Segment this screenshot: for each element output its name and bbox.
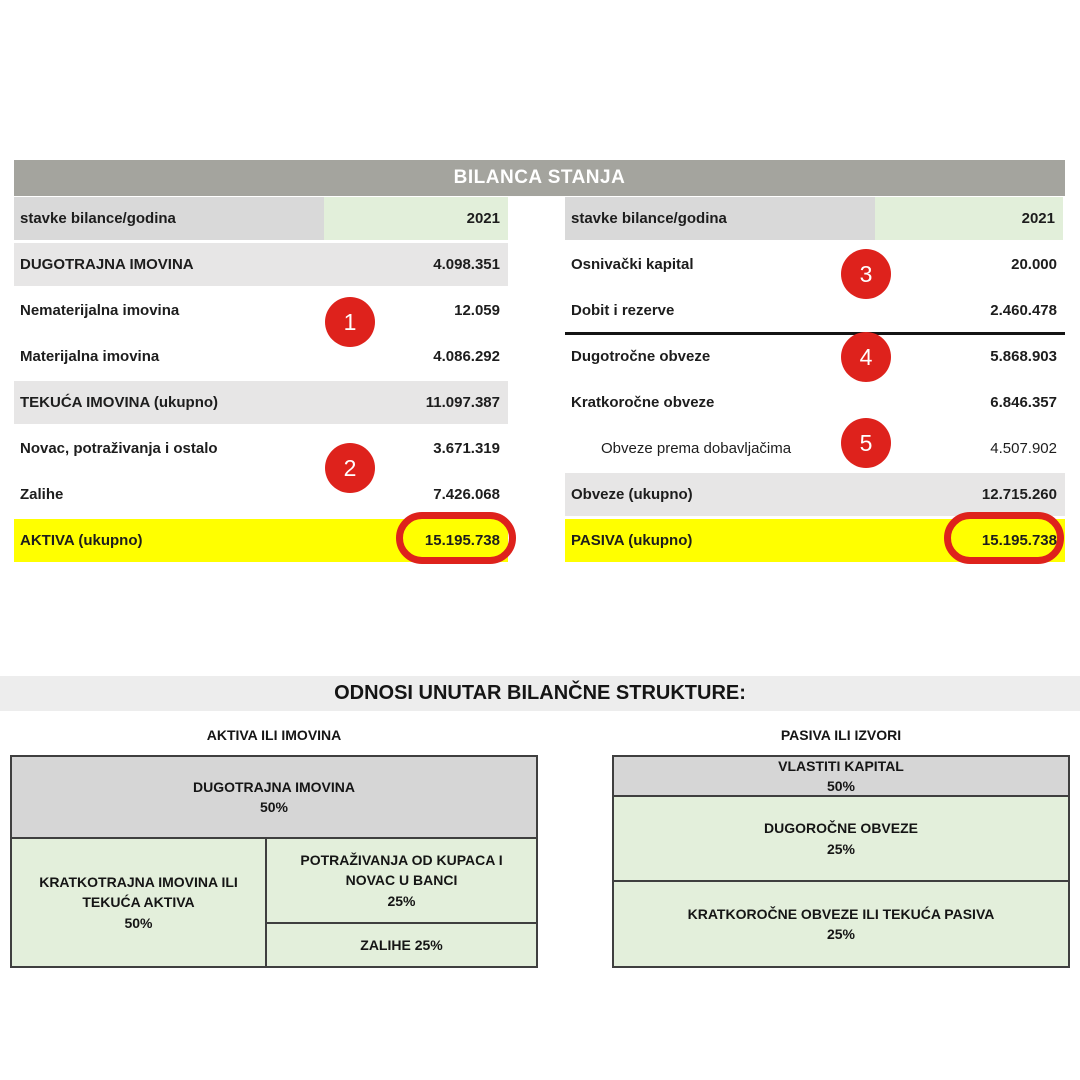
structure-section-title: ODNOSI UNUTAR BILANČNE STRUKTURE: xyxy=(0,676,1080,711)
table-row: TEKUĆA IMOVINA (ukupno) 11.097.387 xyxy=(14,381,508,424)
row-label: TEKUĆA IMOVINA (ukupno) xyxy=(20,394,219,411)
row-label: Osnivački kapital xyxy=(571,256,694,273)
row-value: 7.426.068 xyxy=(433,486,500,503)
liabilities-header-row: stavke bilance/godina 2021 xyxy=(565,197,1065,240)
row-label: Kratkoročne obveze xyxy=(571,394,715,411)
block-percent: 50% xyxy=(826,778,856,794)
row-value: 4.086.292 xyxy=(433,348,500,365)
table-row: Zalihe 7.426.068 xyxy=(14,473,508,516)
row-label: PASIVA (ukupno) xyxy=(571,532,693,549)
block-dugotrajna-imovina: DUGOTRAJNA IMOVINA 50% xyxy=(12,757,536,839)
assets-table: stavke bilance/godina 2021 DUGOTRAJNA IM… xyxy=(14,197,508,565)
annotation-circle-5: 5 xyxy=(841,418,891,468)
row-value: 2.460.478 xyxy=(990,302,1057,319)
table-row: Obveze prema dobavljačima 4.507.902 xyxy=(565,427,1065,470)
block-potrazivanja: POTRAŽIVANJA OD KUPACA I NOVAC U BANCI 2… xyxy=(267,839,536,924)
equity-divider-line xyxy=(565,332,1065,335)
row-label: Obveze (ukupno) xyxy=(571,486,693,503)
row-value: 12.715.260 xyxy=(981,486,1057,503)
row-value: 12.059 xyxy=(454,302,500,319)
block-label: KRATKOROČNE OBVEZE ILI TEKUĆA PASIVA xyxy=(687,905,995,922)
pasiva-total-highlight-ellipse xyxy=(944,512,1064,564)
row-label: Nematerijalna imovina xyxy=(20,302,180,319)
block-percent: 50% xyxy=(124,914,153,931)
row-label: Materijalna imovina xyxy=(20,348,160,365)
row-label: Dugotročne obveze xyxy=(571,348,711,365)
table-row: Kratkoročne obveze 6.846.357 xyxy=(565,381,1065,424)
row-label: AKTIVA (ukupno) xyxy=(20,532,143,549)
assets-structure-heading: AKTIVA ILI IMOVINA xyxy=(206,727,342,743)
row-value: 4.507.902 xyxy=(990,440,1057,457)
block-percent: 25% xyxy=(387,892,416,909)
block-kratkotrajna-imovina: KRATKOTRAJNA IMOVINA ILI TEKUĆA AKTIVA 5… xyxy=(12,839,267,966)
block-label: VLASTITI KAPITAL xyxy=(778,757,904,774)
liabilities-table: stavke bilance/godina 2021 Osnivački kap… xyxy=(565,197,1065,565)
liabilities-structure-diagram: VLASTITI KAPITAL 50% DUGOROČNE OBVEZE 25… xyxy=(612,755,1070,968)
row-label: Novac, potraživanja i ostalo xyxy=(20,440,218,457)
liabilities-header-label: stavke bilance/godina xyxy=(565,197,875,240)
row-value: 3.671.319 xyxy=(433,440,500,457)
block-zalihe: ZALIHE 25% xyxy=(267,924,536,966)
table-row: Dobit i rezerve 2.460.478 xyxy=(565,289,1065,332)
block-label: ZALIHE 25% xyxy=(360,936,443,953)
table-row: Novac, potraživanja i ostalo 3.671.319 xyxy=(14,427,508,470)
block-percent: 25% xyxy=(826,926,856,942)
block-kratkorocne-obveze: KRATKOROČNE OBVEZE ILI TEKUĆA PASIVA 25% xyxy=(614,882,1068,966)
table-row: Dugotročne obveze 5.868.903 xyxy=(565,335,1065,378)
table-row: DUGOTRAJNA IMOVINA 4.098.351 xyxy=(14,243,508,286)
row-value: 15.195.738 xyxy=(424,532,500,549)
table-row: Materijalna imovina 4.086.292 xyxy=(14,335,508,378)
aktiva-total-highlight-ellipse xyxy=(396,512,516,564)
block-label: DUGOROČNE OBVEZE xyxy=(763,820,918,837)
row-value: 6.846.357 xyxy=(990,394,1057,411)
liabilities-structure-heading: PASIVA ILI IZVORI xyxy=(780,727,902,743)
assets-header-row: stavke bilance/godina 2021 xyxy=(14,197,508,240)
block-label: DUGOTRAJNA IMOVINA xyxy=(192,778,356,795)
annotation-circle-3: 3 xyxy=(841,249,891,299)
table-row: Nematerijalna imovina 12.059 xyxy=(14,289,508,332)
block-vlastiti-kapital: VLASTITI KAPITAL 50% xyxy=(614,757,1068,797)
annotation-circle-1: 1 xyxy=(325,297,375,347)
row-label: Obveze prema dobavljačima xyxy=(601,440,792,457)
row-label: DUGOTRAJNA IMOVINA xyxy=(20,256,194,273)
row-value: 4.098.351 xyxy=(433,256,500,273)
block-percent: 50% xyxy=(259,799,289,815)
annotation-circle-2: 2 xyxy=(325,443,375,493)
block-percent: 25% xyxy=(826,840,856,857)
annotation-circle-4: 4 xyxy=(841,332,891,382)
table-row: Osnivački kapital 20.000 xyxy=(565,243,1065,286)
row-value: 5.868.903 xyxy=(990,348,1057,365)
block-dugorocne-obveze: DUGOROČNE OBVEZE 25% xyxy=(614,797,1068,882)
assets-header-label: stavke bilance/godina xyxy=(14,197,324,240)
balance-sheet-title: BILANCA STANJA xyxy=(14,160,1065,196)
assets-structure-diagram: DUGOTRAJNA IMOVINA 50% KRATKOTRAJNA IMOV… xyxy=(10,755,538,968)
block-label: KRATKOTRAJNA IMOVINA ILI TEKUĆA AKTIVA xyxy=(39,874,238,911)
row-label: Dobit i rezerve xyxy=(571,302,675,319)
assets-total-row: AKTIVA (ukupno) 15.195.738 xyxy=(14,519,508,562)
liabilities-header-year: 2021 xyxy=(875,197,1063,240)
row-value: 20.000 xyxy=(1011,256,1057,273)
block-label: POTRAŽIVANJA OD KUPACA I NOVAC U BANCI xyxy=(300,852,503,889)
row-value: 11.097.387 xyxy=(425,394,500,411)
assets-header-year: 2021 xyxy=(324,197,508,240)
table-row: Obveze (ukupno) 12.715.260 xyxy=(565,473,1065,516)
row-label: Zalihe xyxy=(20,486,64,503)
